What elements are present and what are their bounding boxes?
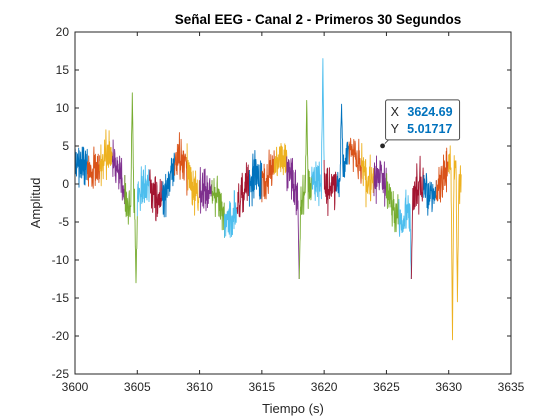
x-tick-label: 3625 [373, 380, 400, 394]
datatip-x-label: X [391, 105, 400, 119]
datatip-x-value: 3624.69 [407, 105, 452, 119]
y-tick-label: -20 [52, 329, 70, 343]
y-tick-label: -25 [52, 367, 70, 381]
chart-title: Señal EEG - Canal 2 - Primeros 30 Segund… [175, 12, 462, 27]
x-tick-label: 3605 [124, 380, 151, 394]
x-tick-label: 3600 [62, 380, 89, 394]
x-axis-label: Tiempo (s) [262, 401, 324, 416]
datatip-y-row: Y 5.01717 [391, 122, 453, 136]
x-tick-label: 3620 [311, 380, 338, 394]
y-tick-label: -5 [58, 215, 69, 229]
y-tick-label: 0 [62, 177, 69, 191]
x-tick-label: 3635 [498, 380, 525, 394]
y-tick-label: 15 [56, 63, 70, 77]
datatip-y-label: Y [391, 122, 400, 136]
datatip-x-row: X 3624.69 [391, 105, 453, 119]
y-tick-label: 5 [62, 139, 69, 153]
y-tick-label: 20 [56, 25, 70, 39]
y-tick-label: -15 [52, 291, 70, 305]
y-axis-label: Amplitud [28, 178, 43, 229]
datatip-y-value: 5.01717 [407, 122, 452, 136]
datatip-marker[interactable] [380, 143, 386, 149]
y-tick-label: -10 [52, 253, 70, 267]
y-tick-label: 10 [56, 101, 70, 115]
signal-segment [274, 144, 287, 176]
x-tick-label: 3610 [186, 380, 213, 394]
x-tick-label: 3615 [249, 380, 276, 394]
x-tick-label: 3630 [435, 380, 462, 394]
